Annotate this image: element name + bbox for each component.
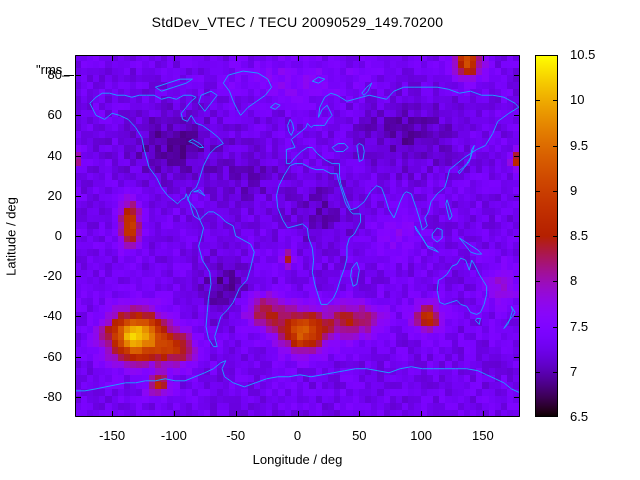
colorbar-tick-label: 10 [570, 92, 585, 108]
y-tick-label: -80 [43, 388, 62, 404]
x-tick-label: -50 [226, 428, 246, 443]
y-tick-label: -20 [43, 268, 62, 284]
colorbar-canvas [535, 55, 558, 417]
colorbar-tick-label: 7 [570, 363, 578, 379]
y-tick-label: 40 [47, 147, 62, 163]
y-tick-label: 80 [47, 67, 62, 83]
y-tick-label: 0 [54, 228, 62, 243]
key-label: "rms_ [36, 62, 70, 77]
colorbar-tick-label: 7.5 [570, 318, 589, 334]
x-tick-label: -150 [99, 428, 126, 443]
heatmap-plot-canvas [75, 55, 520, 417]
y-tick-label: -60 [43, 348, 62, 364]
colorbar-tick-label: 9.5 [570, 137, 589, 153]
x-tick-label: 50 [352, 428, 367, 443]
colorbar-tick-label: 6.5 [570, 409, 589, 424]
colorbar-tick-label: 9 [570, 182, 578, 198]
x-axis-label: Longitude / deg [252, 452, 343, 467]
x-tick-label: 150 [472, 428, 494, 443]
y-tick-label: 20 [47, 187, 62, 203]
x-tick-label: 100 [410, 428, 432, 443]
x-tick-label: 0 [293, 428, 302, 443]
y-tick-label: 60 [47, 107, 62, 123]
colorbar-tick-label: 8 [570, 273, 578, 289]
x-tick-label: -100 [160, 428, 187, 443]
colorbar-tick-label: 10.5 [570, 47, 596, 62]
colorbar-tick-label: 8.5 [570, 228, 589, 243]
y-tick-label: -40 [43, 308, 62, 324]
key-sample-line [64, 75, 74, 76]
chart-title: StdDev_VTEC / TECU 20090529_149.70200 [151, 14, 444, 30]
